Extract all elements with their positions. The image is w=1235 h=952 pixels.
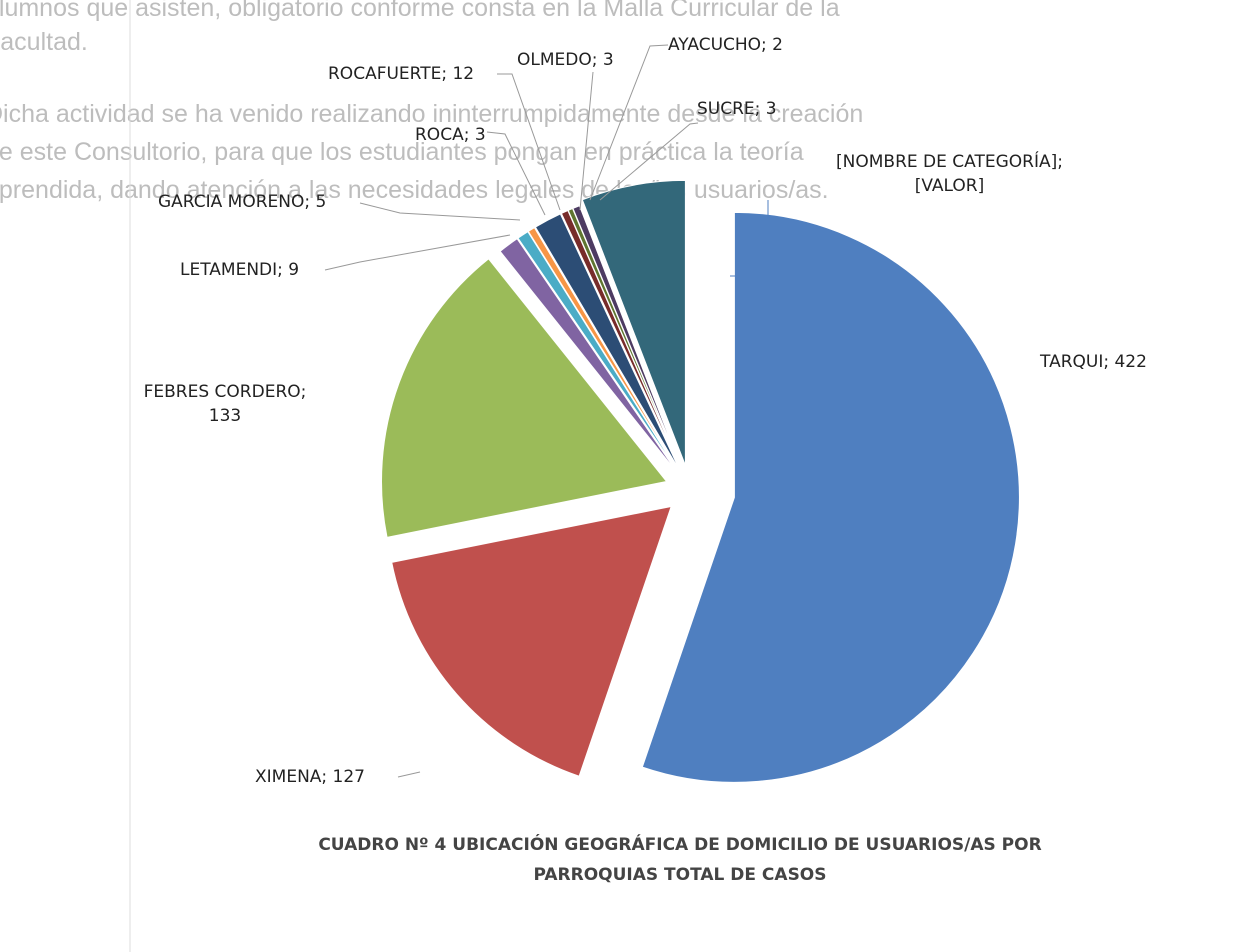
- data-label: [NOMBRE DE CATEGORÍA]; [VALOR]: [822, 150, 1077, 198]
- leader-line: [487, 132, 545, 215]
- leader-line: [398, 772, 420, 777]
- data-label: TARQUI; 422: [1040, 350, 1147, 374]
- leader-line: [580, 72, 593, 210]
- data-label: XIMENA; 127: [255, 765, 365, 789]
- data-label: SUCRE; 3: [697, 97, 777, 121]
- data-label: ROCA; 3: [415, 123, 486, 147]
- page: alumnos que asisten, obligatorio conform…: [0, 0, 1235, 952]
- data-label: GARCIA MORENO; 5: [158, 190, 326, 214]
- leader-line: [360, 203, 520, 220]
- data-label: AYACUCHO; 2: [668, 33, 783, 57]
- leader-line: [497, 74, 560, 210]
- data-label: FEBRES CORDERO; 133: [130, 380, 320, 428]
- pie-slice: [642, 212, 1019, 782]
- pie-slice: [392, 506, 671, 776]
- data-label: LETAMENDI; 9: [180, 258, 299, 282]
- chart: [0, 0, 1235, 952]
- chart-title: CUADRO Nº 4 UBICACIÓN GEOGRÁFICA DE DOMI…: [280, 830, 1080, 890]
- data-label: OLMEDO; 3: [517, 48, 614, 72]
- data-label: ROCAFUERTE; 12: [328, 62, 474, 86]
